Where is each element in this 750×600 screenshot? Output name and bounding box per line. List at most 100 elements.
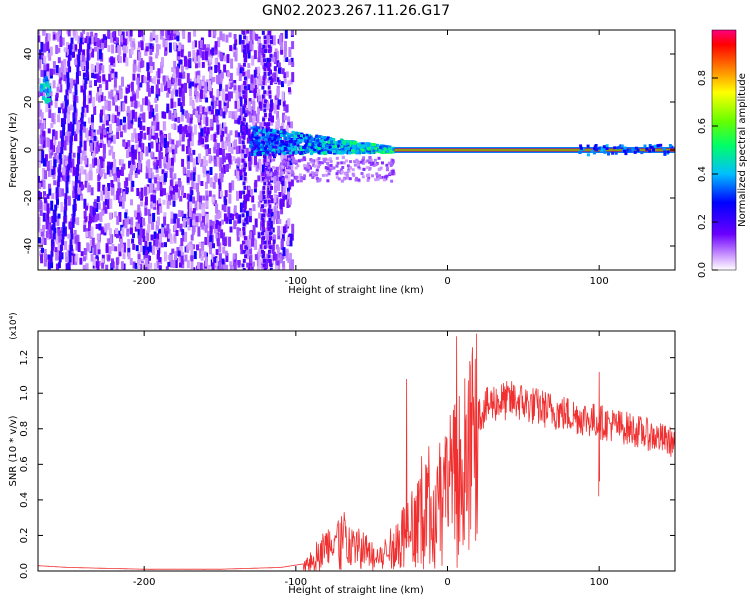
spectrogram-cell <box>288 144 291 147</box>
spectrogram-cell <box>366 159 370 163</box>
spectrogram-cell <box>291 170 295 174</box>
spectrogram-cell <box>259 122 263 128</box>
spectrogram-cell <box>204 237 208 245</box>
spectrogram-cell <box>168 146 172 153</box>
spectrogram-cell <box>294 161 298 165</box>
spectrogram-cell <box>48 94 52 102</box>
spectrogram-cell <box>69 244 73 251</box>
spectrogram-cell <box>296 179 300 183</box>
spectrogram-cell <box>371 146 374 150</box>
spectrogram-cell <box>353 142 357 145</box>
spectrogram-cell <box>201 263 205 270</box>
spectrogram-cell <box>603 150 607 154</box>
spectrogram-cell <box>254 179 258 187</box>
spectrogram-cell <box>261 147 265 151</box>
spectrogram-cell <box>273 55 277 65</box>
spectrogram-cell <box>226 54 230 64</box>
spectrogram-cell <box>263 240 267 245</box>
spectrogram-cell <box>53 34 57 40</box>
spectrogram-cell <box>93 138 97 147</box>
spectrogram-cell <box>263 113 267 117</box>
spectrogram-cell <box>76 121 80 132</box>
spectrogram-cell <box>122 263 126 270</box>
spectrogram-cell <box>207 230 210 240</box>
spectrogram-cell <box>168 110 172 120</box>
spectrogram-cell <box>137 204 141 213</box>
spectrogram-cell <box>103 113 107 124</box>
spectrogram-cell <box>268 240 271 245</box>
spectrogram-cell <box>249 136 253 140</box>
spectrogram-cell <box>62 167 66 176</box>
spectrogram-cell <box>172 143 176 149</box>
spectrogram-cell <box>190 261 194 270</box>
spectrogram-cell <box>290 57 294 64</box>
spectrogram-cell <box>182 233 186 242</box>
spectrogram-cell <box>173 60 177 69</box>
spectrogram-cell <box>134 262 138 269</box>
spectrogram-cell <box>146 264 150 270</box>
spectrogram-cell <box>626 148 630 152</box>
spectrogram-cell <box>279 164 283 170</box>
spectrogram-cell <box>372 164 376 167</box>
snr-background <box>38 331 675 571</box>
spectrogram-cell <box>98 171 102 180</box>
spectrogram-cell <box>60 141 64 148</box>
spectrogram-cell <box>343 141 347 145</box>
spectrogram-cell <box>60 147 64 153</box>
spectrogram-cell <box>146 99 150 105</box>
spectrogram-cell <box>207 239 211 245</box>
spectrogram-cell <box>155 135 158 143</box>
spectrogram-cell <box>208 106 212 112</box>
spectrogram-cell <box>63 58 67 69</box>
spectrogram-cell <box>231 180 235 191</box>
spectrogram-cell <box>362 156 366 160</box>
spectrogram-cell <box>276 166 279 175</box>
spectrogram-cell <box>275 167 279 170</box>
spectrogram-cell <box>133 94 136 101</box>
spectrogram-cell <box>89 239 93 246</box>
spectrogram-cell <box>130 96 134 102</box>
spectrogram-cell <box>50 244 54 251</box>
spectrogram-cell <box>299 139 303 143</box>
spectrogram-cell <box>349 166 353 170</box>
spectrogram-cell <box>159 130 163 137</box>
spectrogram-cell <box>278 137 282 141</box>
spectrogram-cell <box>214 58 218 66</box>
spectrogram-cell <box>110 56 114 66</box>
spectrogram-cell <box>234 56 238 62</box>
spectrogram-cell <box>267 122 271 127</box>
spectrogram-cell <box>79 257 83 265</box>
spectrogram-cell <box>214 214 218 224</box>
spectrogram-cell <box>136 188 140 196</box>
spectrogram-cell <box>611 151 615 155</box>
colorbar-ticks: 0.00.20.40.60.8 <box>697 70 718 278</box>
spectrogram-cell <box>368 166 372 170</box>
spectrogram-cell <box>196 213 199 219</box>
spectrogram-cell <box>281 177 285 181</box>
spectrogram-cell <box>242 231 246 236</box>
spectrogram-cell <box>49 160 52 169</box>
spectrogram-cell <box>262 81 266 85</box>
spectrogram-cell <box>59 158 63 165</box>
spectrogram-cell <box>579 146 583 150</box>
spectrogram-cell <box>170 157 174 166</box>
spectrogram-cell <box>376 175 379 179</box>
spectrogram-cell <box>245 194 249 202</box>
spectrogram-cell <box>43 253 47 259</box>
spectrogram-cell <box>324 149 328 153</box>
spectrogram-cell <box>659 143 663 147</box>
spectrogram-cell <box>242 181 246 186</box>
spectrogram-cell <box>106 133 110 144</box>
spectrogram-cell <box>262 53 266 58</box>
spectrogram-cell <box>262 227 266 231</box>
spectrogram-cell <box>105 245 109 253</box>
spectrogram-cell <box>209 69 213 79</box>
spectrogram-cell <box>102 184 106 195</box>
spectrogram-cell <box>168 132 172 140</box>
spectrogram-cell <box>249 113 252 123</box>
spectrogram-cell <box>168 194 172 201</box>
spectrogram-cell <box>216 100 220 106</box>
spectrogram-cell <box>74 193 78 200</box>
spectrogram-cell <box>118 124 122 132</box>
x-tick-label: 100 <box>590 577 609 588</box>
